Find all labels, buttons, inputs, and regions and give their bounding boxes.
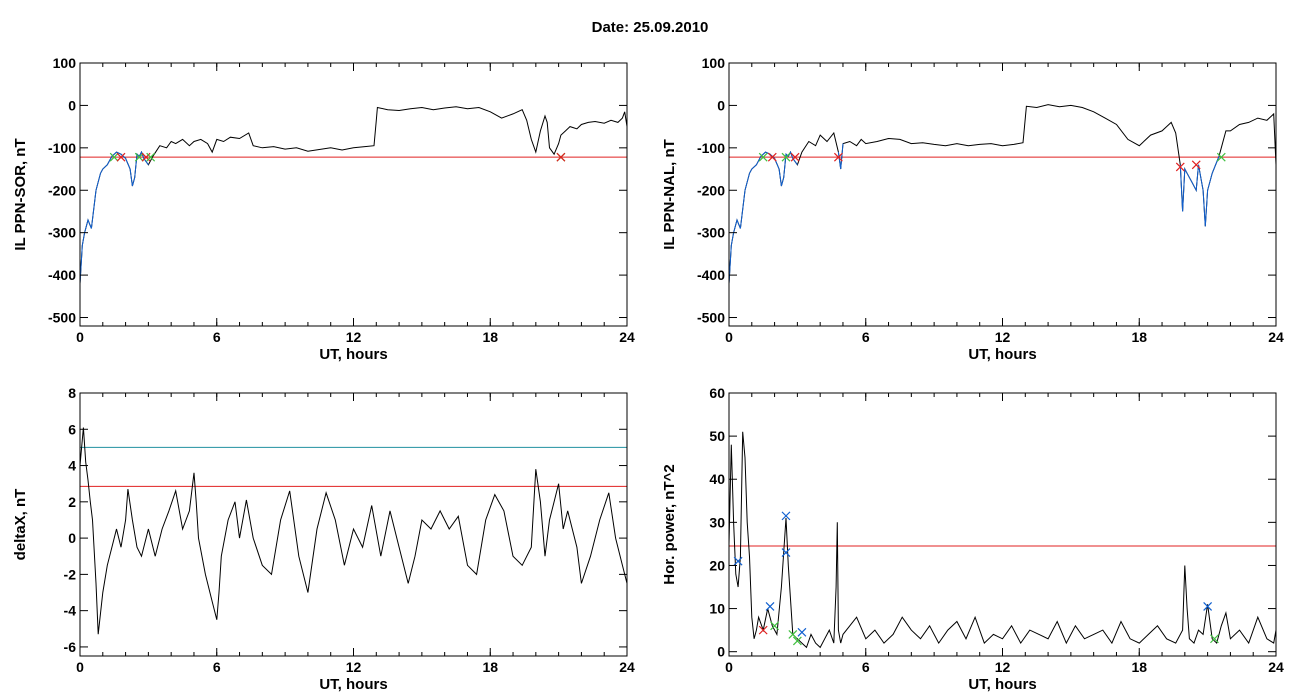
y-tick-label: -500 <box>48 310 76 326</box>
y-tick-label: 20 <box>709 557 725 573</box>
event-marker <box>758 152 768 162</box>
plot-frame <box>79 62 628 327</box>
event-marker <box>788 630 798 639</box>
y-axis-label: deltaX, nT <box>12 489 29 561</box>
y-axis-label: IL PPN-SOR, nT <box>12 138 29 250</box>
event-marker <box>781 152 791 162</box>
y-tick-label: -400 <box>48 267 76 283</box>
y-tick-label: -200 <box>48 182 76 198</box>
plot-frame <box>79 392 628 657</box>
event-marker <box>146 152 156 162</box>
event-marker <box>797 627 807 637</box>
figure-date-title: Date: 25.09.2010 <box>591 19 709 36</box>
event-marker <box>134 152 144 162</box>
event-marker <box>556 152 566 162</box>
y-tick-label: 0 <box>717 97 725 113</box>
y-tick-label: 100 <box>702 55 726 71</box>
event-marker <box>781 548 791 557</box>
x-axis-label: UT, hours <box>319 676 387 693</box>
y-tick-label: 2 <box>68 494 76 510</box>
event-marker <box>1191 160 1201 170</box>
y-tick-label: 6 <box>68 421 76 437</box>
x-axis-label: UT, hours <box>968 346 1036 363</box>
event-marker <box>765 601 775 611</box>
plot-frame <box>728 392 1277 657</box>
x-axis-label: UT, hours <box>319 346 387 363</box>
x-axis-label: UT, hours <box>968 676 1036 693</box>
x-tick-label: 6 <box>213 659 221 675</box>
event-marker <box>770 621 780 631</box>
series-line <box>728 431 1277 649</box>
x-tick-label: 24 <box>1268 329 1284 345</box>
chart-panel-ppn-nal: 0 6 12 18 24 100 0 -100 -200 -300 -400 -500 UT, hour… <box>661 55 1284 363</box>
event-marker <box>116 152 126 162</box>
y-tick-label: 50 <box>709 428 725 444</box>
y-tick-label: -2 <box>64 566 77 582</box>
y-tick-label: 100 <box>53 55 77 71</box>
event-marker <box>833 152 843 162</box>
event-marker <box>767 152 777 162</box>
event-marker <box>1210 634 1219 644</box>
event-marker <box>1216 152 1226 162</box>
y-tick-label: 0 <box>68 530 76 546</box>
series-line <box>728 150 798 284</box>
series-line <box>1179 156 1220 227</box>
y-tick-label: 30 <box>709 514 725 530</box>
y-tick-label: 0 <box>68 97 76 113</box>
y-tick-label: 8 <box>68 385 76 401</box>
y-tick-label: -400 <box>697 267 725 283</box>
x-tick-label: 0 <box>725 659 733 675</box>
plot-frame <box>728 62 1277 327</box>
event-marker <box>1203 601 1213 611</box>
x-tick-label: 12 <box>995 659 1011 675</box>
x-tick-label: 24 <box>619 659 635 675</box>
x-tick-label: 0 <box>725 329 733 345</box>
x-tick-label: 24 <box>1268 659 1284 675</box>
y-tick-label: -100 <box>697 140 725 156</box>
series-line <box>728 104 1277 284</box>
x-tick-label: 18 <box>1131 329 1147 345</box>
x-tick-label: 0 <box>76 659 84 675</box>
x-tick-label: 6 <box>862 659 870 675</box>
y-axis-label: Hor. power, nT^2 <box>661 464 678 584</box>
event-marker <box>733 556 743 566</box>
event-marker <box>1175 162 1185 172</box>
y-tick-label: -200 <box>697 182 725 198</box>
series-line <box>79 150 149 284</box>
y-tick-label: -500 <box>697 310 725 326</box>
y-tick-label: -300 <box>48 225 76 241</box>
y-tick-label: 40 <box>709 471 725 487</box>
x-tick-label: 0 <box>76 329 84 345</box>
series-line <box>79 427 628 635</box>
x-tick-label: 18 <box>1131 659 1147 675</box>
event-marker <box>781 511 791 521</box>
y-axis-label: IL PPN-NAL, nT <box>661 139 678 250</box>
event-marker <box>790 152 800 162</box>
y-tick-label: -100 <box>48 140 76 156</box>
chart-panel-deltax: 0 6 12 18 24 8 6 4 2 0 -2 -4 -6 UT, hours deltaX, nT <box>12 385 635 693</box>
y-tick-label: -6 <box>64 639 77 655</box>
y-tick-label: 10 <box>709 601 725 617</box>
event-marker <box>109 152 119 162</box>
y-tick-label: 4 <box>68 458 76 474</box>
x-tick-label: 18 <box>482 659 498 675</box>
x-tick-label: 12 <box>995 329 1011 345</box>
x-tick-label: 6 <box>862 329 870 345</box>
chart-panel-ppn-sor: 0 6 12 18 24 100 0 -100 -200 -300 -400 -500 UT, hour… <box>12 55 635 363</box>
x-tick-label: 6 <box>213 329 221 345</box>
x-tick-label: 18 <box>482 329 498 345</box>
x-tick-label: 24 <box>619 329 635 345</box>
y-tick-label: 0 <box>717 644 725 660</box>
y-tick-label: -300 <box>697 225 725 241</box>
y-tick-label: 60 <box>709 385 725 401</box>
event-marker <box>758 625 768 635</box>
x-tick-label: 12 <box>346 329 362 345</box>
y-tick-label: -4 <box>64 603 77 619</box>
event-marker <box>792 636 802 646</box>
x-tick-label: 12 <box>346 659 362 675</box>
chart-panel-hor-power: 0 6 12 18 24 60 50 40 30 20 10 0 UT, hours Hor. power… <box>661 385 1284 693</box>
series-line <box>79 106 628 284</box>
